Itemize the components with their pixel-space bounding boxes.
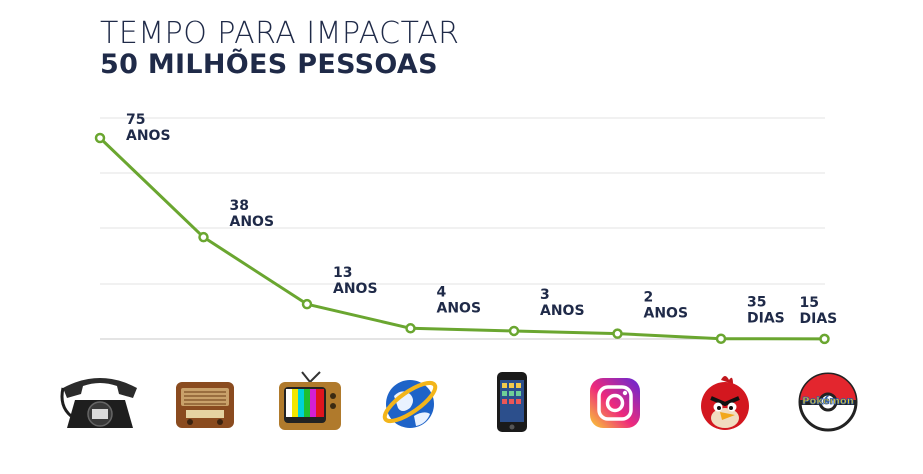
series-line	[98, 136, 825, 341]
data-point	[819, 333, 830, 345]
data-label-unit: DIAS	[747, 311, 785, 327]
data-label-value: 75	[126, 112, 145, 128]
data-label-unit: ANOS	[230, 214, 275, 230]
title-line-2: 50 MILHÕES PESSOAS	[100, 49, 438, 80]
data-label-value: 15	[800, 295, 819, 311]
data-label-unit: ANOS	[333, 281, 378, 297]
internet-globe-icon	[382, 380, 438, 428]
pokemon-go-icon: Pokémon	[798, 372, 858, 432]
data-point	[405, 323, 416, 334]
data-point	[301, 298, 313, 310]
telephone-icon	[60, 378, 137, 428]
data-label-value: 3	[540, 287, 550, 303]
data-label-value: 13	[333, 265, 352, 281]
data-label-value: 35	[747, 295, 766, 311]
data-point	[715, 333, 727, 344]
data-label-value: 2	[644, 290, 654, 306]
chart-title: TEMPO PARA IMPACTAR 50 MILHÕES PESSOAS	[100, 18, 460, 80]
data-label-unit: DIAS	[800, 311, 838, 327]
data-point	[94, 132, 106, 144]
data-label-unit: ANOS	[126, 128, 171, 144]
data-label-value: 4	[437, 284, 447, 300]
iphone-icon	[497, 372, 527, 432]
television-icon	[279, 371, 341, 430]
radio-icon	[176, 382, 234, 428]
title-line-1: TEMPO PARA IMPACTAR	[100, 16, 460, 51]
data-label-unit: ANOS	[437, 300, 482, 316]
data-point	[612, 328, 623, 339]
angry-birds-icon	[701, 376, 749, 430]
pokemon-logo-text: Pokémon	[802, 395, 854, 407]
instagram-icon	[590, 378, 640, 428]
data-label-unit: ANOS	[540, 303, 585, 319]
icon-row: Pokémon	[0, 370, 923, 440]
data-point	[508, 325, 520, 337]
data-label-unit: ANOS	[644, 306, 689, 322]
data-point	[198, 231, 209, 243]
data-label-value: 38	[230, 198, 249, 214]
